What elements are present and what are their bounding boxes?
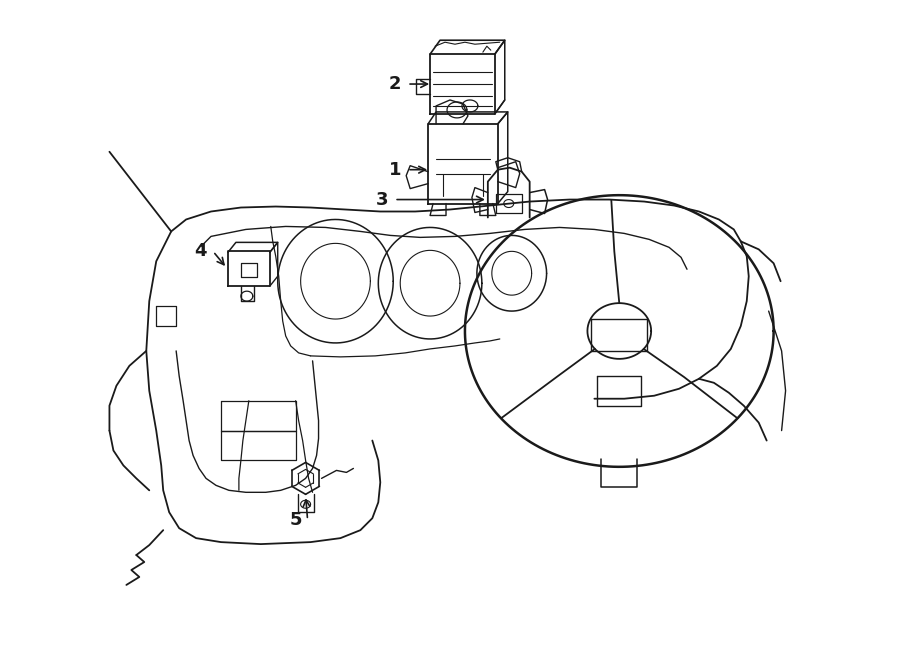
Text: 4: 4 [194, 243, 207, 260]
Text: 1: 1 [389, 161, 401, 178]
Text: 5: 5 [289, 511, 302, 529]
Text: 3: 3 [376, 190, 388, 209]
Text: 2: 2 [389, 75, 401, 93]
